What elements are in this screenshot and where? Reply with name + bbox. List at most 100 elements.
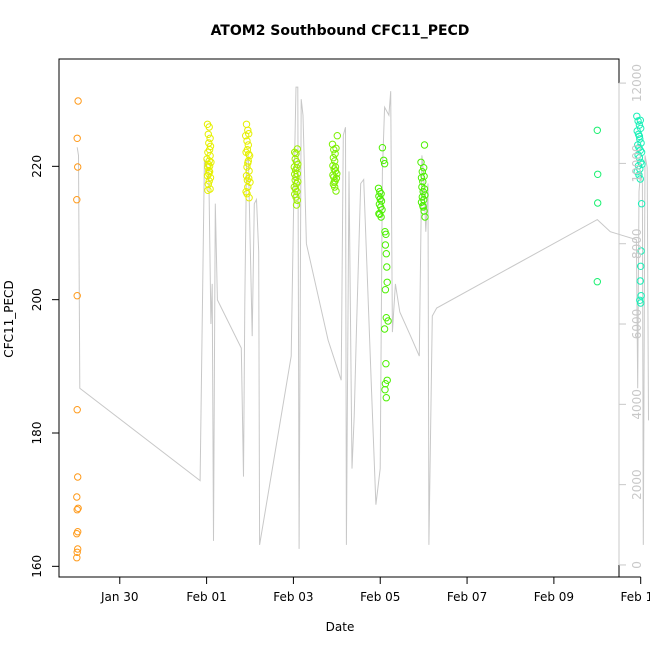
data-point	[73, 196, 81, 204]
data-point	[636, 146, 644, 155]
data-point	[244, 157, 253, 165]
y-tick-label: 160	[30, 555, 44, 578]
data-point	[376, 188, 384, 196]
right-tick-label: 6000	[630, 309, 644, 340]
chart-title: ATOM2 Southbound CFC11_PECD	[211, 23, 470, 39]
data-point	[294, 178, 302, 186]
data-point	[382, 314, 390, 322]
data-point	[332, 144, 340, 153]
data-point	[594, 170, 602, 179]
data-point	[245, 194, 253, 202]
data-point	[293, 196, 301, 205]
data-point	[331, 183, 339, 191]
data-point	[205, 170, 213, 178]
data-point	[73, 134, 81, 143]
right-tick-label: 8000	[630, 228, 644, 259]
axes-layer: Jan 30 Feb 01 Feb 03 Feb 05 Feb 07 Feb 09 Feb …	[30, 58, 650, 604]
data-point	[244, 141, 253, 149]
data-point	[242, 188, 250, 196]
data-point	[330, 178, 338, 187]
data-point	[380, 156, 388, 165]
data-point	[205, 177, 213, 185]
data-point	[73, 506, 81, 514]
data-point	[205, 167, 213, 175]
data-point	[329, 154, 338, 162]
data-point	[417, 198, 426, 207]
data-point	[635, 154, 644, 162]
data-point	[205, 162, 214, 171]
y-tick-label: 200	[30, 288, 44, 311]
x-tick-label: Jan 30	[100, 590, 139, 604]
data-point	[381, 386, 389, 394]
y-tick-label: 220	[30, 155, 44, 178]
data-point	[637, 200, 646, 208]
data-point	[594, 199, 602, 207]
data-point	[637, 247, 645, 255]
data-point	[420, 141, 429, 149]
data-point	[74, 473, 82, 481]
x-tick-label: Feb 07	[447, 590, 487, 604]
plot-frame	[58, 58, 620, 578]
data-point	[593, 278, 601, 286]
track-layer	[76, 86, 649, 549]
data-point	[206, 142, 215, 151]
x-tick-label: Feb 05	[360, 590, 400, 604]
x-tick-label: Feb 09	[534, 590, 574, 604]
data-point	[291, 190, 299, 199]
data-point	[73, 530, 81, 538]
right-tick-label: 0	[630, 561, 644, 569]
data-point	[382, 394, 390, 402]
right-tick-label: 4000	[630, 389, 644, 420]
data-point	[74, 545, 82, 553]
data-point	[333, 132, 341, 140]
data-point	[205, 123, 213, 131]
data-point	[73, 406, 81, 414]
data-point	[375, 210, 383, 218]
data-point	[421, 191, 429, 199]
data-point	[206, 134, 214, 143]
data-point	[245, 174, 253, 183]
data-point	[380, 160, 389, 168]
data-point	[293, 145, 301, 153]
data-point	[243, 137, 251, 145]
data-point	[380, 325, 389, 333]
data-point	[74, 97, 82, 105]
data-point	[292, 150, 300, 158]
data-point	[73, 292, 81, 300]
data-point	[420, 172, 428, 181]
data-point	[382, 360, 390, 368]
data-point	[593, 126, 601, 135]
data-point	[204, 186, 212, 195]
data-point	[331, 167, 340, 175]
data-point	[245, 130, 253, 138]
data-point	[381, 286, 390, 294]
right-tick-label: 2000	[630, 469, 644, 500]
data-point	[74, 163, 82, 171]
data-point	[293, 170, 301, 178]
y-axis-label: CFC11_PECD	[2, 280, 16, 357]
data-point	[637, 292, 645, 300]
data-point	[381, 241, 390, 249]
data-point	[73, 554, 81, 562]
data-point	[382, 250, 390, 258]
data-point	[636, 175, 644, 183]
data-point	[242, 120, 251, 129]
data-point	[331, 163, 340, 171]
data-point	[378, 144, 387, 152]
data-point	[290, 183, 298, 191]
data-point	[635, 132, 644, 141]
data-point	[638, 160, 646, 169]
x-axis-label: Date	[326, 620, 355, 634]
data-point	[636, 277, 644, 285]
data-point	[383, 263, 391, 271]
data-point	[292, 201, 301, 209]
right-tick-label: 10000	[630, 144, 644, 182]
data-point	[637, 299, 645, 307]
data-point	[421, 213, 429, 221]
data-point	[419, 203, 427, 211]
x-tick-label: Feb 03	[273, 590, 313, 604]
data-point	[382, 230, 390, 239]
x-tick-label: Feb 01	[186, 590, 226, 604]
points-layer	[73, 97, 646, 562]
data-point	[331, 150, 339, 158]
